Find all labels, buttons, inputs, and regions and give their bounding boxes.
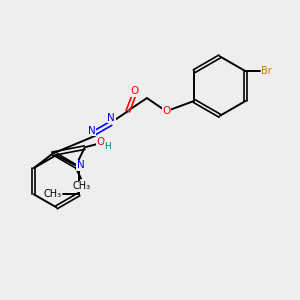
Text: O: O	[162, 106, 170, 116]
Text: Br: Br	[261, 66, 272, 76]
Text: H: H	[104, 142, 111, 151]
Text: CH₃: CH₃	[43, 189, 61, 199]
Text: CH₃: CH₃	[73, 181, 91, 191]
Text: O: O	[130, 86, 138, 96]
Text: N: N	[77, 160, 85, 170]
Text: O: O	[97, 137, 105, 147]
Text: N: N	[107, 113, 115, 123]
Text: N: N	[88, 126, 96, 136]
